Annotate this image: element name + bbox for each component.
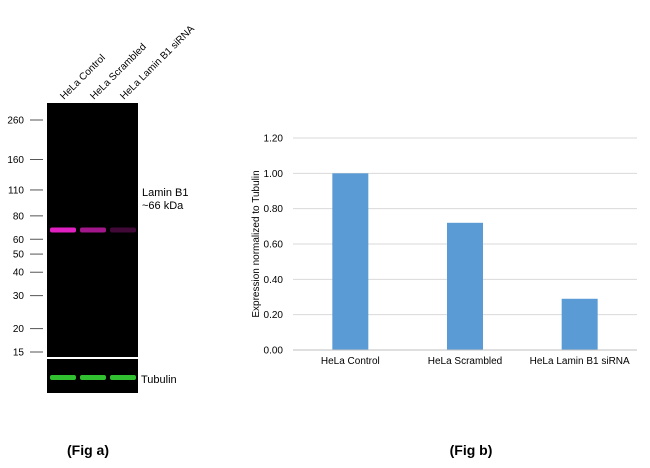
fig-a-caption: (Fig a) bbox=[67, 442, 109, 458]
y-tick-label: 0.40 bbox=[264, 275, 284, 286]
tubulin-band bbox=[50, 375, 76, 380]
chart-bars bbox=[332, 173, 598, 350]
x-axis-ticks: HeLa Control HeLa Scrambled HeLa Lamin B1 … bbox=[321, 356, 630, 367]
y-tick-label: 0.20 bbox=[264, 310, 284, 321]
marker-label: 30 bbox=[13, 291, 25, 302]
y-axis-ticks: 0.00 0.20 0.40 0.60 0.80 1.00 1.20 bbox=[264, 134, 284, 357]
lamin-band bbox=[80, 227, 106, 233]
bar bbox=[332, 173, 369, 350]
lamin-b1-size-label: ~66 kDa bbox=[142, 200, 184, 212]
blot-divider bbox=[47, 357, 138, 359]
marker-label: 260 bbox=[7, 116, 24, 127]
bar bbox=[447, 222, 483, 350]
tubulin-bands bbox=[50, 375, 136, 380]
y-tick-label: 0.80 bbox=[264, 204, 284, 215]
x-tick-label: HeLa Control bbox=[321, 356, 380, 367]
lamin-band bbox=[50, 227, 76, 233]
tubulin-band bbox=[110, 375, 136, 380]
bar-chart: 0.00 0.20 0.40 0.60 0.80 1.00 1.20 HeLa Contro… bbox=[251, 134, 637, 367]
x-tick-label: HeLa Lamin B1 siRNA bbox=[530, 356, 630, 367]
y-tick-label: 1.00 bbox=[264, 169, 284, 180]
bar bbox=[561, 298, 598, 350]
lamin-b1-label: Lamin B1 bbox=[142, 187, 188, 199]
y-tick-label: 0.60 bbox=[264, 240, 284, 251]
x-tick-label: HeLa Scrambled bbox=[428, 356, 502, 367]
marker-label: 110 bbox=[8, 185, 24, 196]
marker-ladder: 260 160 110 80 60 50 40 30 20 15 bbox=[7, 116, 43, 359]
marker-label: 15 bbox=[13, 348, 25, 359]
y-tick-label: 0.00 bbox=[264, 346, 284, 357]
tubulin-band bbox=[80, 375, 106, 380]
marker-label: 20 bbox=[13, 324, 25, 335]
fig-b-caption: (Fig b) bbox=[450, 442, 493, 458]
marker-label: 50 bbox=[13, 250, 25, 261]
marker-label: 80 bbox=[13, 211, 25, 222]
tubulin-label: Tubulin bbox=[141, 374, 177, 386]
marker-label: 40 bbox=[13, 268, 25, 279]
lamin-band bbox=[110, 227, 136, 233]
marker-label: 60 bbox=[13, 235, 25, 246]
marker-label: 160 bbox=[7, 155, 24, 166]
y-tick-label: 1.20 bbox=[264, 134, 284, 145]
lamin-bands bbox=[50, 227, 136, 233]
y-axis-label: Expression normalized to Tubulin bbox=[251, 170, 262, 317]
